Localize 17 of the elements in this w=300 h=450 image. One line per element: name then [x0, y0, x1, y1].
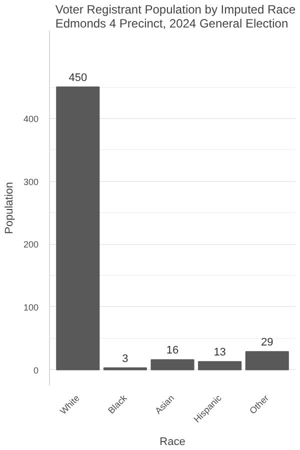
y-axis-title: Population — [3, 182, 16, 234]
bar — [56, 86, 100, 370]
data-label: 3 — [122, 352, 128, 365]
y-tick-label: 100 — [23, 302, 39, 312]
data-label: 16 — [166, 344, 179, 357]
data-label: 450 — [68, 72, 88, 84]
y-tick-label: 200 — [23, 240, 39, 250]
bar — [245, 351, 289, 370]
y-tick-label: 300 — [23, 176, 39, 187]
bar — [150, 359, 194, 370]
bar — [198, 361, 242, 370]
data-label: 29 — [261, 336, 274, 349]
data-label: 13 — [214, 346, 226, 359]
x-axis-title: Race — [160, 436, 186, 448]
y-tick-label: 0 — [33, 365, 39, 376]
chart-title: Voter Registrant Population by Imputed Race Edmonds 4 Precinct, 2024 General Election — [55, 2, 296, 30]
y-tick-label: 400 — [23, 114, 39, 124]
